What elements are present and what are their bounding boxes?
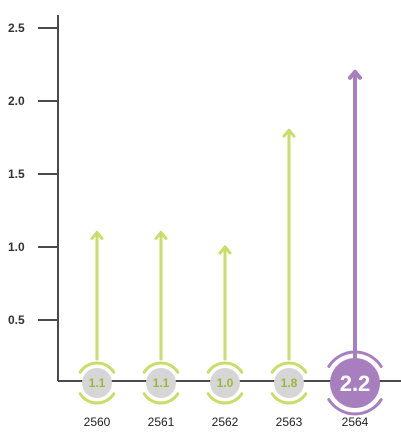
value-ring-top [78,361,116,374]
y-tick-label: 1.5 [8,167,25,181]
value-ring-top [142,361,180,374]
value-ring-bottom [206,392,244,405]
x-category-label: 2560 [84,415,111,429]
value-ring-bottom [78,392,116,405]
x-category-label: 2564 [342,415,369,429]
value-ring-bottom [270,392,308,405]
y-tick-label: 2.0 [8,94,25,108]
bar-arrow-head [282,128,296,138]
value-ring-top [206,361,244,374]
value-circle [330,358,380,408]
value-ring-bottom [327,398,383,416]
x-category-label: 2562 [212,415,239,429]
value-circle [274,368,304,398]
value-circle [82,368,112,398]
value-label: 1.8 [281,376,298,390]
value-label: 2.2 [340,371,371,396]
bar-arrow-head [348,69,362,80]
x-category-label: 2561 [148,415,175,429]
value-label: 1.1 [153,376,170,390]
value-circle [210,368,240,398]
x-category-label: 2563 [276,415,303,429]
bar-arrow-head [218,245,232,255]
value-circle [146,368,176,398]
bar-arrow-head [90,230,104,240]
y-tick-label: 1.0 [8,240,25,254]
y-tick-label: 0.5 [8,313,25,327]
value-ring-top [327,350,383,368]
value-label: 1.0 [217,376,234,390]
value-ring-top [270,361,308,374]
value-label: 1.1 [89,376,106,390]
bar-arrow-head [154,230,168,240]
value-ring-bottom [142,392,180,405]
y-tick-label: 2.5 [8,21,25,35]
